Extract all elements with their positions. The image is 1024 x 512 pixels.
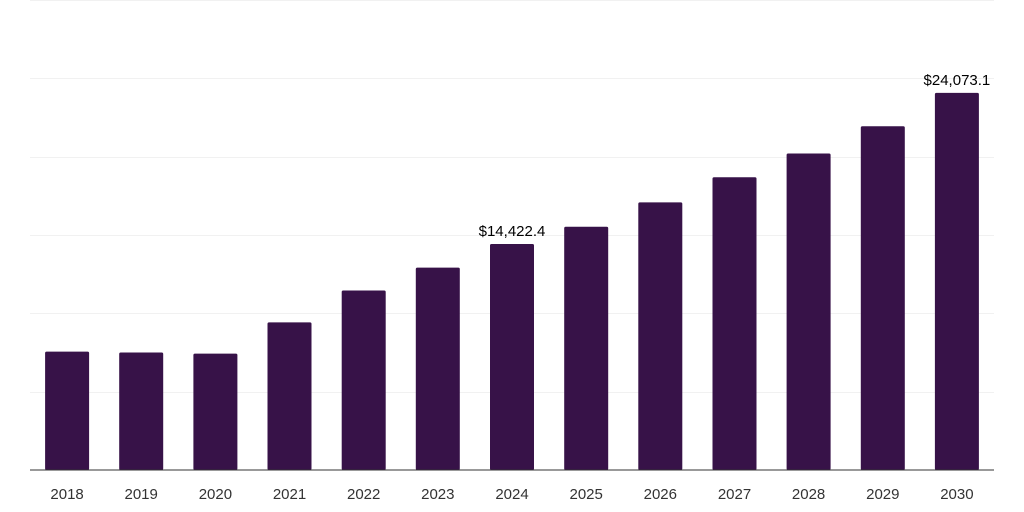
bar-2028 — [786, 153, 831, 470]
x-tick-label-2021: 2021 — [273, 486, 306, 503]
x-tick-label-2028: 2028 — [792, 486, 825, 503]
bar-2022 — [341, 290, 386, 470]
bar-2021 — [267, 322, 312, 470]
x-tick-label-2030: 2030 — [940, 486, 973, 503]
bar-2024 — [490, 244, 534, 470]
bar-2030 — [934, 92, 979, 471]
gridlines — [30, 0, 994, 393]
bar-2018 — [45, 351, 90, 470]
bar-2026 — [638, 202, 683, 470]
bar-2027 — [712, 177, 757, 471]
x-tick-label-2029: 2029 — [866, 486, 899, 503]
x-tick-label-2027: 2027 — [718, 486, 751, 503]
data-label-2024: $14,422.4 — [479, 223, 546, 240]
x-tick-label-2024: 2024 — [495, 486, 528, 503]
bar-2020 — [193, 353, 238, 470]
x-tick-label-2019: 2019 — [125, 486, 158, 503]
bar-2019 — [119, 352, 164, 470]
x-tick-label-2026: 2026 — [644, 486, 677, 503]
bar-2023 — [415, 267, 460, 470]
bar-2025 — [564, 226, 609, 470]
x-tick-label-2018: 2018 — [50, 486, 83, 503]
x-tick-label-2025: 2025 — [570, 486, 603, 503]
x-tick-label-2023: 2023 — [421, 486, 454, 503]
bar-2029 — [860, 126, 905, 471]
x-tick-label-2022: 2022 — [347, 486, 380, 503]
x-tick-labels: 2018 2019 2020 2021 2022 2023 2024 2025 2026 2027… — [50, 486, 973, 503]
bars — [45, 92, 979, 471]
data-label-2030: $24,073.1 — [924, 72, 991, 89]
data-labels: $14,422.4 $24,073.1 — [479, 72, 991, 240]
x-tick-label-2020: 2020 — [199, 486, 232, 503]
